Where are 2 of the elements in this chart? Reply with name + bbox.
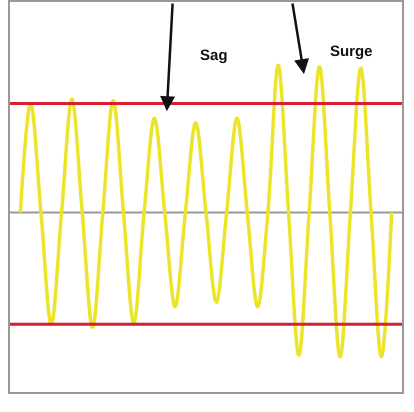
text: Surge [330,43,373,60]
text: Sag [200,47,228,64]
